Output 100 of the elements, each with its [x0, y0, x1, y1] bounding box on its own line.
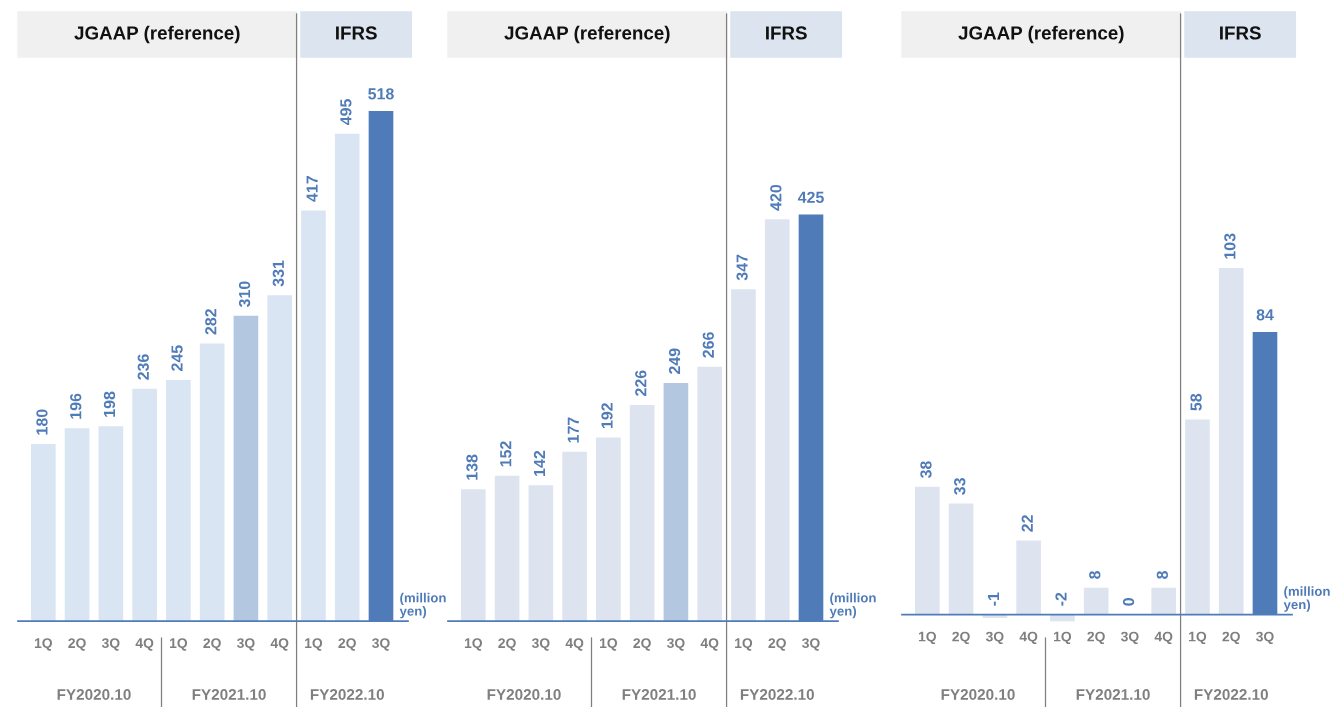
text: FY2021.10: [1076, 689, 1150, 700]
x-tick-label: 1Q: [305, 638, 323, 651]
data-label: 8: [1156, 570, 1168, 579]
x-tick-label: 1Q: [735, 638, 753, 651]
data-label: 420: [770, 184, 782, 211]
data-label: 347: [736, 254, 748, 281]
bar: [1050, 614, 1075, 622]
annotation: (million yen): [829, 592, 876, 619]
text: FY2022.10: [740, 689, 814, 700]
x-tick-label: 2Q: [498, 638, 516, 651]
text: JGAAP (reference): [74, 25, 240, 44]
data-label: 331: [272, 260, 284, 287]
x-tick-label: 3Q: [531, 638, 550, 651]
data-label: 425: [797, 191, 824, 203]
x-tick-label: 3Q: [1256, 631, 1274, 645]
bar: [764, 219, 790, 622]
data-label: 84: [1256, 309, 1274, 321]
x-tick-label: 1Q: [34, 638, 52, 651]
x-tick-label: 3Q: [1120, 631, 1139, 645]
x-tick-label: 4Q: [1154, 631, 1173, 645]
x-tick-label: 2Q: [633, 638, 651, 651]
bar: [629, 404, 655, 622]
data-label: 192: [601, 403, 613, 429]
x-tick-label: 1Q: [1054, 631, 1072, 645]
x-tick-label: 2Q: [68, 638, 86, 651]
data-label: 310: [238, 281, 251, 308]
text: FY2021.10: [622, 689, 696, 700]
bar: [1083, 587, 1109, 615]
text: FY2020.10: [57, 689, 131, 700]
bar: [528, 485, 554, 622]
text: JGAAP (reference): [504, 25, 670, 44]
data-label: 33: [954, 478, 966, 495]
x-tick-label: 4Q: [135, 638, 154, 651]
data-label: 177: [567, 417, 579, 443]
x-tick-label: 2Q: [338, 638, 356, 651]
x-tick-label: 3Q: [236, 638, 255, 651]
bar: [663, 382, 689, 622]
x-tick-label: 1Q: [600, 638, 618, 651]
text: JGAAP (reference): [958, 25, 1124, 44]
bar: [461, 489, 486, 622]
data-label: 266: [702, 332, 714, 358]
bar: [731, 289, 756, 622]
annotation: (million yen): [1283, 586, 1330, 612]
x-tick-label: 3Q: [666, 638, 685, 651]
bar: [199, 343, 225, 622]
bar: [1151, 587, 1177, 615]
x-tick-label: 3Q: [802, 638, 820, 651]
data-label: 58: [1190, 393, 1202, 411]
text: IFRS: [1220, 26, 1261, 40]
x-tick-label: 3Q: [101, 638, 120, 651]
x-tick-label: 2Q: [1087, 631, 1105, 645]
bar: [132, 388, 157, 622]
x-tick-label: 2Q: [768, 638, 786, 651]
bar: [233, 315, 259, 622]
data-label: 245: [171, 345, 183, 371]
data-label: 103: [1224, 233, 1236, 259]
x-tick-label: 1Q: [918, 631, 936, 645]
data-label: 226: [635, 370, 647, 396]
bar: [494, 475, 520, 622]
bar: [1218, 267, 1244, 615]
data-label: 249: [668, 348, 681, 374]
bar: [334, 133, 360, 622]
data-label: 22: [1021, 515, 1033, 532]
annotation: (million yen): [399, 592, 446, 619]
text: FY2020.10: [487, 689, 561, 700]
data-label: 282: [205, 309, 217, 335]
x-tick-label: 2Q: [952, 631, 970, 645]
text: IFRS: [336, 26, 377, 40]
data-label: 0: [1122, 598, 1135, 606]
x-tick-label: 4Q: [565, 638, 584, 651]
bar: [31, 443, 56, 622]
data-label: 152: [500, 441, 512, 467]
text: FY2022.10: [310, 689, 384, 700]
text: IFRS: [766, 26, 807, 40]
data-label: 196: [70, 393, 82, 419]
x-tick-label: 3Q: [985, 631, 1004, 645]
bar: [697, 366, 723, 622]
bar: [1016, 540, 1041, 615]
bar: [301, 210, 326, 622]
text: FY2021.10: [192, 689, 266, 700]
data-label: 142: [533, 450, 545, 476]
x-tick-label: 1Q: [170, 638, 188, 651]
data-label: 8: [1089, 570, 1101, 579]
text: FY2020.10: [941, 689, 1015, 700]
x-tick-label: 1Q: [1189, 631, 1207, 645]
data-label: 495: [340, 99, 352, 126]
bar: [596, 437, 621, 622]
data-label: -1: [988, 592, 999, 606]
x-tick-label: 2Q: [1222, 631, 1240, 645]
x-tick-label: 4Q: [1019, 631, 1038, 645]
data-label: 198: [103, 391, 116, 417]
bar: [64, 428, 90, 622]
data-label: -2: [1055, 592, 1067, 606]
data-label: 518: [368, 88, 394, 100]
data-label: 236: [137, 354, 149, 380]
data-label: 138: [466, 454, 478, 480]
text: FY2022.10: [1194, 689, 1268, 700]
x-tick-label: 3Q: [372, 638, 390, 651]
x-tick-label: 1Q: [464, 638, 482, 651]
bar: [267, 295, 293, 622]
